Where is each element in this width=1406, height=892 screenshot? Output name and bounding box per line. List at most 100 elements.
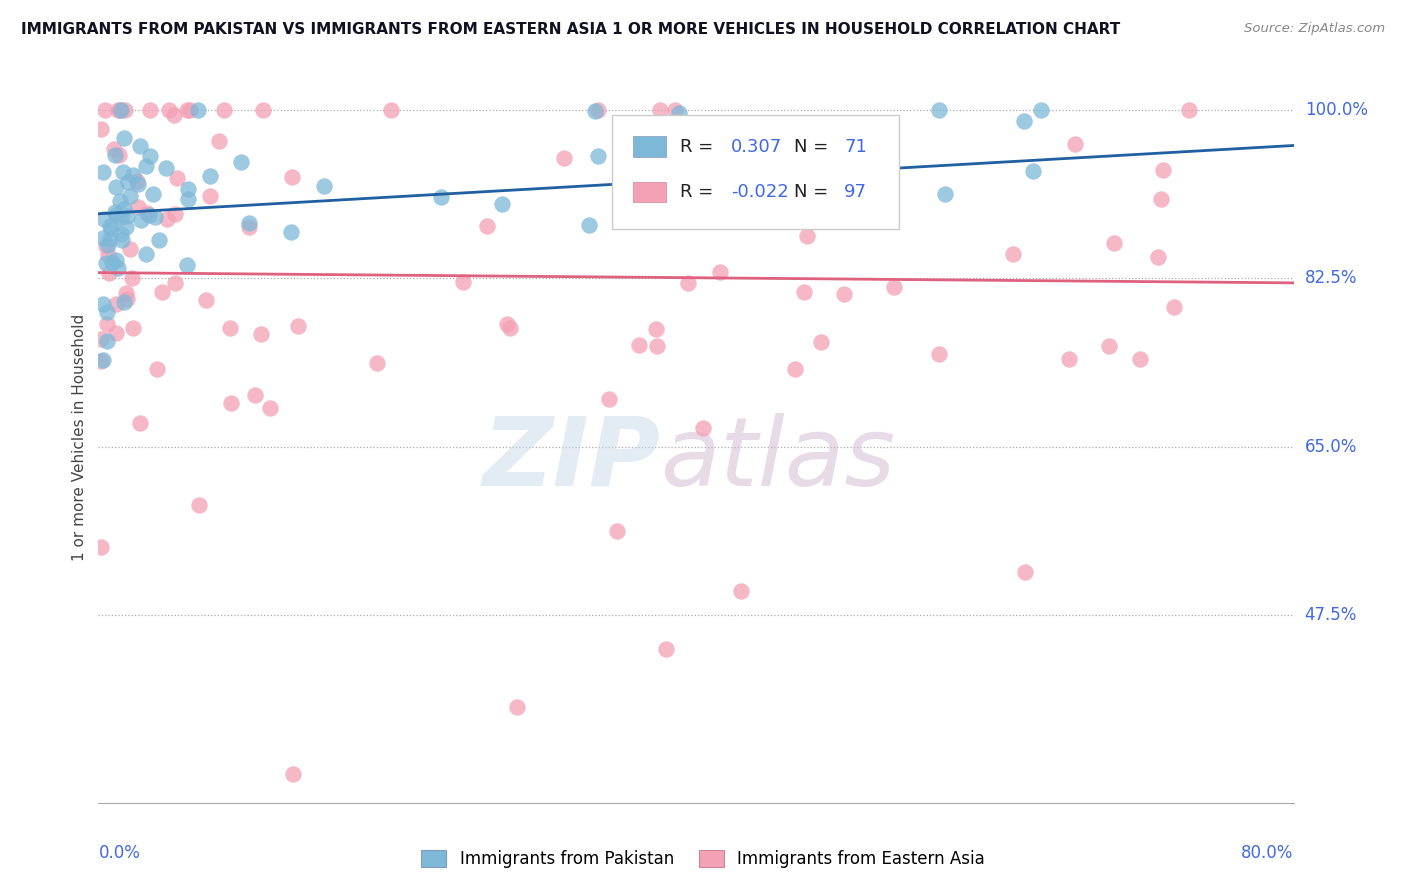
Text: 80.0%: 80.0% — [1241, 845, 1294, 863]
Point — [150, 285, 173, 299]
Text: 71: 71 — [844, 137, 868, 156]
FancyBboxPatch shape — [613, 115, 900, 228]
Point — [761, 209, 783, 223]
Point — [586, 149, 609, 163]
Point — [212, 103, 235, 117]
Point — [104, 326, 127, 340]
Point — [177, 182, 200, 196]
Text: 100.0%: 100.0% — [1305, 101, 1368, 119]
Point — [1002, 247, 1025, 261]
Point — [583, 104, 606, 119]
Text: N =: N = — [794, 183, 834, 201]
Point — [163, 207, 186, 221]
Text: ZIP: ZIP — [482, 412, 661, 506]
Point — [655, 641, 678, 656]
Point — [139, 149, 162, 163]
Point — [598, 392, 620, 406]
Point — [832, 287, 855, 301]
Point — [586, 103, 609, 117]
Point — [245, 388, 267, 402]
Point — [125, 174, 148, 188]
Point — [553, 151, 575, 165]
Text: 97: 97 — [844, 183, 868, 201]
Point — [648, 103, 671, 117]
Legend: Immigrants from Pakistan, Immigrants from Eastern Asia: Immigrants from Pakistan, Immigrants fro… — [415, 843, 991, 875]
Point — [496, 317, 519, 331]
Point — [200, 169, 222, 183]
Text: Source: ZipAtlas.com: Source: ZipAtlas.com — [1244, 22, 1385, 36]
Point — [796, 229, 818, 244]
Point — [827, 137, 849, 152]
Point — [96, 334, 118, 348]
Point — [129, 212, 152, 227]
Bar — [633, 182, 666, 202]
Point — [644, 322, 666, 336]
Point — [808, 143, 831, 157]
Point — [626, 208, 648, 222]
Point — [94, 103, 117, 117]
Point — [91, 231, 114, 245]
Text: -0.022: -0.022 — [731, 183, 789, 201]
Point — [110, 227, 132, 241]
Point — [94, 239, 117, 253]
Point — [120, 188, 142, 202]
Point — [136, 206, 159, 220]
Point — [252, 103, 274, 117]
Text: N =: N = — [794, 137, 834, 156]
Point — [259, 401, 281, 415]
Point — [122, 321, 145, 335]
Point — [108, 148, 131, 162]
Text: R =: R = — [681, 183, 720, 201]
Point — [145, 362, 167, 376]
Point — [128, 139, 150, 153]
Point — [104, 205, 127, 219]
Point — [97, 238, 120, 252]
Point — [105, 296, 128, 310]
Point — [624, 211, 647, 226]
Point — [100, 222, 122, 236]
Point — [166, 170, 188, 185]
Point — [111, 165, 134, 179]
Point — [129, 416, 152, 430]
Bar — [633, 136, 666, 157]
Point — [219, 396, 242, 410]
Point — [678, 276, 700, 290]
Point — [1129, 351, 1152, 366]
Text: 82.5%: 82.5% — [1305, 269, 1357, 287]
Point — [475, 219, 498, 234]
Point — [858, 180, 880, 194]
Point — [93, 212, 115, 227]
Point — [491, 197, 513, 211]
Point — [91, 165, 114, 179]
Point — [664, 103, 686, 117]
Point — [1014, 565, 1036, 579]
Point — [177, 192, 200, 206]
Point — [797, 169, 820, 183]
Point — [647, 339, 669, 353]
Point — [155, 161, 177, 175]
Point — [366, 356, 388, 370]
Point — [117, 175, 139, 189]
Point — [194, 293, 217, 307]
Point — [138, 103, 160, 117]
Point — [499, 321, 522, 335]
Point — [104, 208, 127, 222]
Y-axis label: 1 or more Vehicles in Household: 1 or more Vehicles in Household — [72, 313, 87, 561]
Point — [108, 103, 131, 117]
Point — [101, 254, 124, 268]
Point — [90, 122, 112, 136]
Point — [176, 258, 198, 272]
Point — [90, 354, 112, 368]
Point — [114, 103, 136, 117]
Point — [108, 194, 131, 208]
Point — [90, 333, 112, 347]
Point — [142, 186, 165, 201]
Point — [104, 180, 127, 194]
Point — [135, 159, 157, 173]
Point — [103, 142, 125, 156]
Point — [1059, 351, 1081, 366]
Text: 0.0%: 0.0% — [98, 845, 141, 863]
Point — [606, 524, 628, 539]
Point — [107, 103, 129, 117]
Point — [187, 499, 209, 513]
